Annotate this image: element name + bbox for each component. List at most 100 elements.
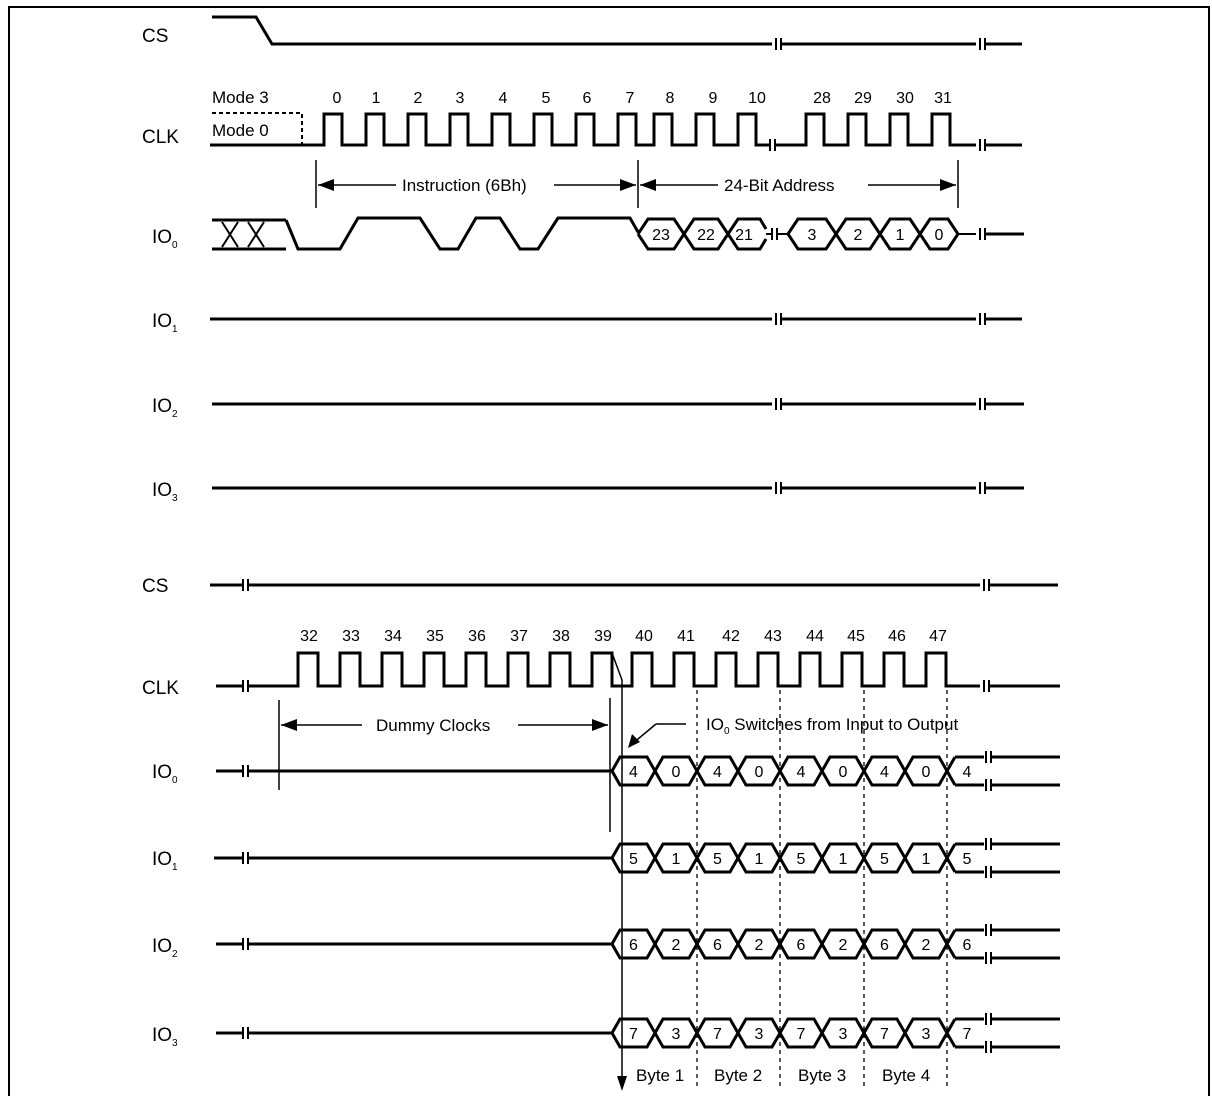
data-bit: 7 — [713, 1026, 722, 1043]
data-bit: 7 — [629, 1026, 638, 1043]
address-arrow — [640, 179, 956, 191]
cs-waveform-bottom — [210, 579, 1058, 591]
data-bit: 6 — [880, 937, 889, 954]
clk-number: 39 — [594, 628, 612, 645]
data-bit: 4 — [629, 764, 638, 781]
data-bit-cell — [945, 843, 957, 873]
address-bit: 1 — [896, 227, 905, 244]
clk-number: 32 — [300, 628, 318, 645]
clk-number: 7 — [626, 90, 635, 107]
clk-number: 43 — [764, 628, 782, 645]
data-bit: 5 — [963, 851, 972, 868]
clk-number: 30 — [896, 90, 914, 107]
data-bit: 6 — [797, 937, 806, 954]
data-bit: 2 — [755, 937, 764, 954]
data-bit: 3 — [839, 1026, 848, 1043]
signal-label-io3-top: IO 3 — [152, 480, 178, 504]
byte-label: Byte 1 — [636, 1066, 684, 1085]
clk-number: 5 — [542, 90, 551, 107]
svg-text:IO0 Switches from Input to Out: IO0 Switches from Input to Output — [706, 715, 958, 737]
data-bit: 4 — [797, 764, 806, 781]
data-bit: 2 — [839, 937, 848, 954]
data-bit: 2 — [922, 937, 931, 954]
address-bit: 22 — [697, 227, 715, 244]
instruction-label: Instruction (6Bh) — [402, 176, 527, 195]
data-bit-cell — [945, 1018, 957, 1048]
signal-label-io3-bottom: IO 3 — [152, 1025, 178, 1049]
svg-text:0: 0 — [172, 240, 178, 251]
data-bit: 1 — [755, 851, 764, 868]
clk-number: 2 — [414, 90, 423, 107]
data-bit: 4 — [880, 764, 889, 781]
mode-3-dashed-line — [212, 112, 303, 145]
io0-waveform-top — [212, 216, 1024, 251]
svg-text:1: 1 — [172, 324, 178, 335]
data-bit: 3 — [922, 1026, 931, 1043]
clk-number: 41 — [677, 628, 695, 645]
svg-text:3: 3 — [172, 493, 178, 504]
svg-text:3: 3 — [172, 1038, 178, 1049]
data-bit-cell — [945, 756, 957, 786]
signal-label-clk-top: CLK — [142, 127, 179, 148]
svg-text:IO: IO — [152, 480, 172, 501]
signal-label-io2-top: IO 2 — [152, 396, 178, 420]
clk-number: 8 — [666, 90, 675, 107]
clk-number: 10 — [748, 90, 766, 107]
data-bit: 3 — [672, 1026, 681, 1043]
clk-waveform-bottom — [216, 651, 1060, 692]
io0-waveform-bottom: 4 0 4 0 4 0 4 0 4 — [216, 751, 1060, 791]
data-bit: 7 — [797, 1026, 806, 1043]
data-bit: 6 — [629, 937, 638, 954]
svg-text:IO: IO — [152, 311, 172, 332]
address-bit: 3 — [808, 227, 817, 244]
svg-text:2: 2 — [172, 409, 178, 420]
address-bit: 21 — [735, 227, 753, 244]
svg-text:1: 1 — [172, 862, 178, 873]
clk-number: 6 — [583, 90, 592, 107]
clk-number: 34 — [384, 628, 402, 645]
io1-waveform-bottom: 5 1 5 1 5 1 5 1 5 — [214, 838, 1060, 878]
clk-number: 44 — [806, 628, 824, 645]
byte-label: Byte 2 — [714, 1066, 762, 1085]
signal-label-io1-bottom: IO 1 — [152, 849, 178, 873]
clk-number: 38 — [552, 628, 570, 645]
data-bit: 0 — [922, 764, 931, 781]
clk-number: 28 — [813, 90, 831, 107]
svg-text:IO: IO — [152, 396, 172, 417]
signal-label-io0-top: IO 0 — [152, 227, 178, 251]
svg-text:IO: IO — [152, 1025, 172, 1046]
data-bit: 6 — [963, 937, 972, 954]
data-bit: 6 — [713, 937, 722, 954]
signal-label-clk-bottom: CLK — [142, 678, 179, 699]
clk-waveform-top — [210, 112, 1022, 151]
address-label: 24-Bit Address — [724, 176, 835, 195]
diagram-frame — [8, 6, 1210, 1096]
data-bit: 1 — [922, 851, 931, 868]
dummy-clocks-label: Dummy Clocks — [376, 716, 490, 735]
data-bit: 7 — [963, 1026, 972, 1043]
mode-3-label: Mode 3 — [212, 88, 269, 107]
clk-number: 42 — [722, 628, 740, 645]
svg-text:IO: IO — [152, 849, 172, 870]
io1-waveform-top — [210, 313, 1022, 325]
mode-0-label: Mode 0 — [212, 121, 269, 140]
clk-number: 29 — [854, 90, 872, 107]
data-bit: 5 — [713, 851, 722, 868]
clk-number: 31 — [934, 90, 952, 107]
io2-waveform-bottom: 6 2 6 2 6 2 6 2 6 — [216, 924, 1060, 964]
data-bit: 1 — [672, 851, 681, 868]
data-bit: 0 — [839, 764, 848, 781]
down-arrow-icon — [617, 1076, 627, 1091]
data-bit: 4 — [713, 764, 722, 781]
data-bit: 0 — [672, 764, 681, 781]
data-bit: 7 — [880, 1026, 889, 1043]
svg-text:2: 2 — [172, 949, 178, 960]
svg-text:IO: IO — [152, 762, 172, 783]
byte-label: Byte 3 — [798, 1066, 846, 1085]
svg-text:0: 0 — [172, 775, 178, 786]
dummy-clocks-arrow — [281, 719, 608, 731]
signal-label-io1-top: IO 1 — [152, 311, 178, 335]
clk-number: 3 — [456, 90, 465, 107]
clk-number: 9 — [709, 90, 718, 107]
clk-number: 33 — [342, 628, 360, 645]
